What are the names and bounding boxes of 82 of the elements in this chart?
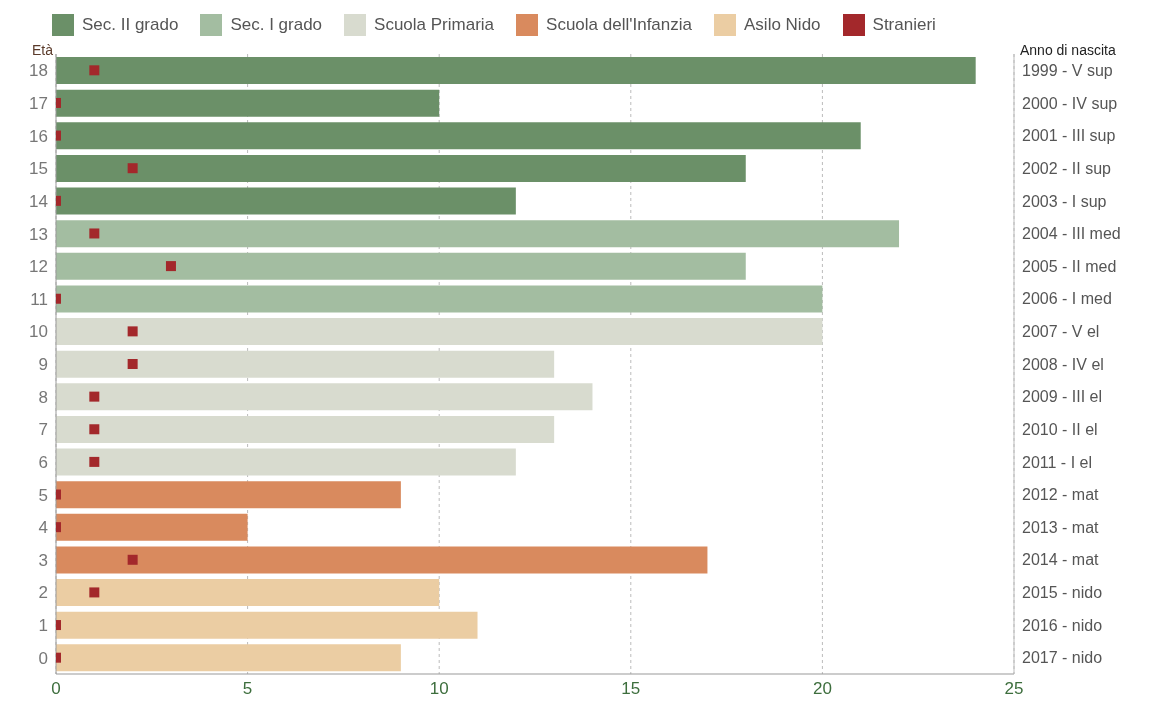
x-tick-label: 10 [429,679,449,699]
y-tick-label: 5 [38,485,48,505]
point [127,554,138,565]
y-tick-label: 1 [38,616,48,636]
bar [56,481,401,509]
point [89,228,100,239]
y2-tick-label: 2015 - nido [1022,584,1103,602]
y-tick-label: 9 [38,355,48,375]
point [165,261,176,272]
y2-tick-label: 2010 - II el [1022,420,1098,438]
legend-label: Stranieri [872,15,936,35]
y2-tick-label: 2008 - IV el [1022,355,1104,373]
y2-tick-label: 1999 - V sup [1022,62,1113,79]
y-tick-label: 12 [29,257,48,277]
bar [56,187,516,215]
bar [56,89,440,117]
y2-axis-title: Anno di nascita [1020,42,1116,58]
point [89,391,100,402]
y-tick-label: 6 [38,452,48,472]
bar [56,122,861,150]
bar [56,285,823,313]
y2-tick-label: 2006 - I med [1022,290,1112,308]
y-tick-label: 11 [30,289,48,309]
x-tick-label: 25 [1004,679,1024,699]
bar [56,220,900,248]
y2-tick-label: 2009 - III el [1022,388,1103,406]
x-tick-label: 15 [621,679,641,699]
x-tick-label: 0 [51,679,61,699]
legend-label: Scuola Primaria [374,15,495,35]
y-tick-label: 16 [29,126,48,146]
point [89,456,100,467]
bar [56,546,708,574]
y2-tick-label: 2016 - nido [1022,616,1103,634]
y-tick-label: 2 [38,583,48,603]
point [127,163,138,174]
bar [56,154,746,182]
point [89,587,100,598]
point [89,65,100,76]
legend-label: Sec. I grado [230,15,323,35]
y-axis-title: Età [32,42,54,58]
y-tick-label: 15 [29,159,48,179]
y-tick-label: 17 [29,93,48,113]
y2-tick-label: 2000 - IV sup [1022,94,1118,112]
bar [56,513,248,541]
y2-tick-label: 2003 - I sup [1022,192,1107,210]
y2-tick-label: 2002 - II sup [1022,159,1112,177]
point [89,424,100,435]
y2-tick-label: 2007 - V el [1022,323,1100,341]
bar [56,644,401,672]
bar [56,383,593,411]
y-tick-label: 8 [38,387,48,407]
y-tick-label: 18 [29,61,48,81]
y2-tick-label: 2014 - mat [1022,551,1100,569]
y-tick-label: 14 [29,191,48,211]
y2-tick-label: 2001 - III sup [1022,127,1116,145]
y2-tick-label: 2005 - II med [1022,257,1117,275]
bar [56,350,555,378]
legend-label: Scuola dell'Infanzia [546,15,693,35]
y2-tick-label: 2017 - nido [1022,649,1103,667]
y-tick-label: 4 [38,518,48,538]
bar [56,415,555,443]
x-tick-label: 5 [242,679,253,699]
bar [56,579,440,607]
y-tick-label: 0 [38,648,48,668]
y2-tick-label: 2011 - I el [1022,453,1092,471]
bar [56,611,478,639]
y-tick-label: 10 [29,322,48,342]
bar [56,57,976,84]
y2-tick-label: 2012 - mat [1022,486,1100,504]
x-tick-label: 20 [812,679,832,699]
point [127,359,138,369]
bar [56,252,746,280]
legend-label: Asilo Nido [744,15,821,35]
bar [56,318,823,346]
y2-tick-label: 2013 - mat [1022,518,1100,536]
point [127,326,138,337]
y-tick-label: 13 [29,224,48,244]
y-tick-label: 7 [38,420,48,440]
legend-label: Sec. II grado [82,15,179,35]
y-tick-label: 3 [38,550,48,570]
bar [56,448,516,476]
y2-tick-label: 2004 - III med [1022,225,1121,243]
